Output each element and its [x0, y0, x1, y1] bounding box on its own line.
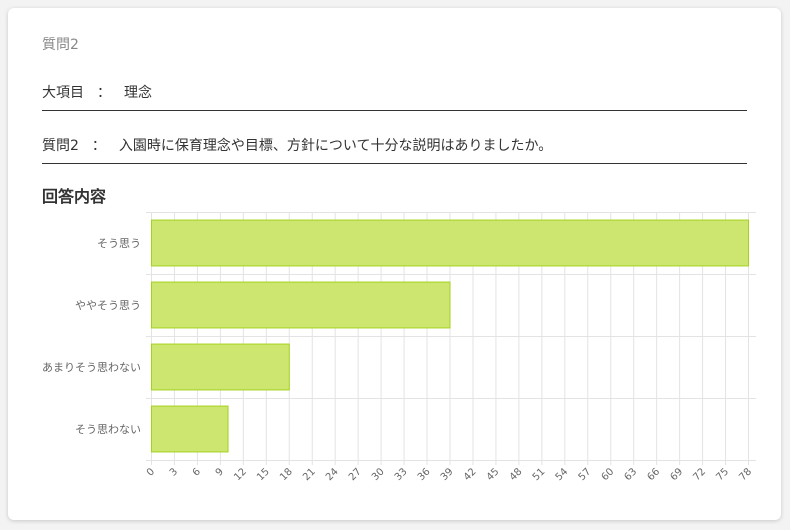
x-tick-label: 0 — [145, 466, 157, 478]
x-tick-label: 39 — [439, 466, 456, 483]
x-tick-label: 12 — [232, 466, 249, 483]
x-tick-label: 3 — [168, 466, 180, 478]
x-tick-label: 15 — [255, 466, 272, 483]
x-tick-label: 24 — [324, 466, 341, 483]
x-tick-label: 18 — [278, 466, 295, 483]
category-label: そう思う — [97, 237, 141, 250]
x-tick-label: 72 — [691, 466, 708, 483]
question-separator: ： — [91, 138, 106, 154]
x-tick-label: 60 — [600, 466, 617, 483]
x-tick-label: 75 — [714, 466, 731, 483]
category-label: 大項目 — [42, 85, 84, 101]
question-text: 入園時に保育理念や目標、方針について十分な説明はありましたか。 — [118, 138, 553, 154]
category-label: そう思わない — [75, 423, 141, 436]
x-tick-label: 42 — [462, 466, 479, 483]
x-tick-label: 69 — [668, 466, 685, 483]
x-tick-label: 6 — [191, 466, 203, 478]
question-row: 質問2 ： 入園時に保育理念や目標、方針について十分な説明はありましたか。 — [42, 135, 747, 164]
category-separator: ： — [97, 85, 111, 101]
x-tick-label: 63 — [623, 466, 640, 483]
x-tick-label: 33 — [393, 466, 410, 483]
bar — [151, 343, 290, 391]
x-tick-label: 45 — [485, 466, 502, 483]
category-value: 理念 — [124, 85, 152, 101]
question-number: 質問2 — [42, 37, 79, 53]
bar — [151, 405, 229, 453]
x-tick-label: 78 — [737, 466, 754, 483]
x-tick-label: 48 — [508, 466, 525, 483]
bar — [151, 219, 749, 267]
category-label: あまりそう思わない — [42, 361, 141, 374]
x-tick-label: 30 — [370, 466, 387, 483]
x-tick-label: 36 — [416, 466, 433, 483]
x-tick-label: 27 — [347, 466, 364, 483]
category-label: ややそう思う — [75, 299, 141, 312]
question-label: 質問2 — [42, 138, 79, 154]
x-tick-label: 21 — [301, 466, 318, 483]
x-tick-label: 66 — [645, 466, 662, 483]
x-tick-label: 57 — [577, 466, 594, 483]
x-tick-label: 9 — [214, 466, 226, 478]
bar — [151, 281, 451, 329]
answers-heading: 回答内容 — [42, 187, 107, 206]
x-tick-label: 54 — [554, 466, 571, 483]
category-row: 大項目 ： 理念 — [42, 82, 747, 111]
x-tick-label: 51 — [531, 466, 548, 483]
